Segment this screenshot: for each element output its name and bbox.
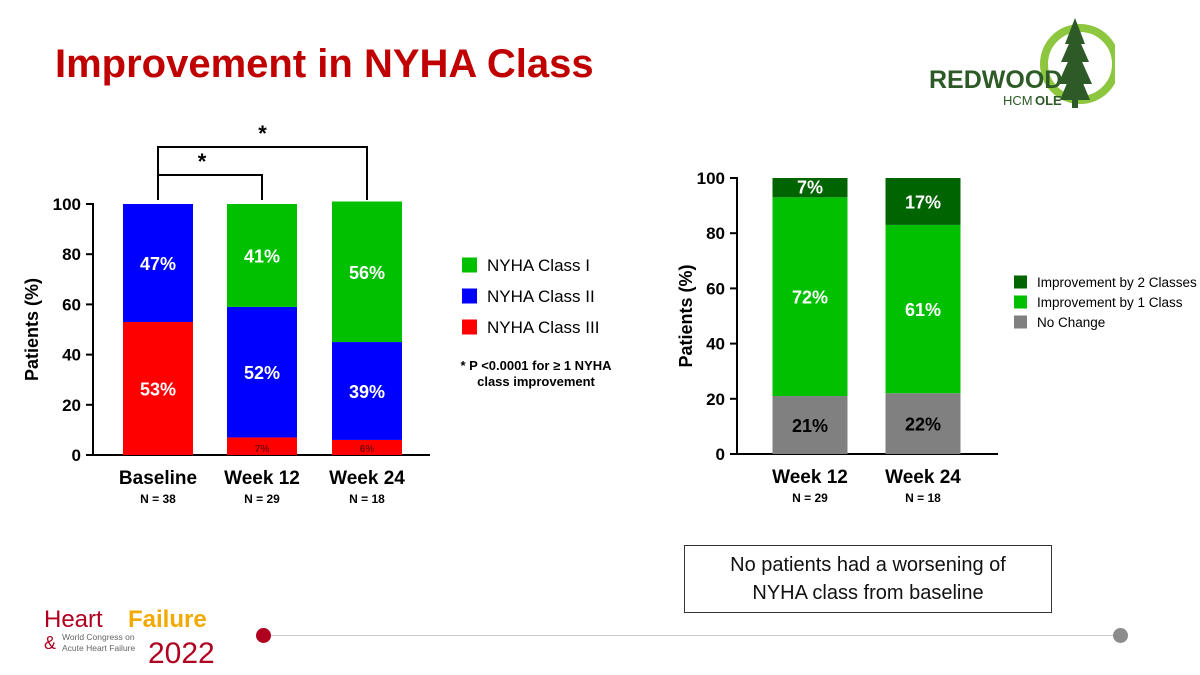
y-tick-label: 0 <box>72 446 81 465</box>
legend-swatch <box>1014 295 1027 309</box>
significance-bracket <box>157 174 263 200</box>
footer-dot-red <box>256 628 271 643</box>
legend-label: Improvement by 2 Classes <box>1037 275 1197 290</box>
footer-dot-gray <box>1113 628 1128 643</box>
bar-segment <box>772 396 848 454</box>
significance-marker: * <box>258 121 267 146</box>
legend-label: Improvement by 1 Class <box>1037 295 1183 310</box>
heart-failure-2022-logo: Heart Failure & World Congress on Acute … <box>44 606 215 667</box>
bar-segment <box>227 437 297 455</box>
x-tick-label: Week 24 <box>885 467 961 488</box>
no-worsening-callout: No patients had a worsening of NYHA clas… <box>684 545 1052 613</box>
bar-segment <box>332 201 402 343</box>
logo-sub-light: HCM <box>1003 93 1033 108</box>
legend-label: NYHA Class I <box>487 256 590 275</box>
y-tick-label: 20 <box>62 396 81 415</box>
redwood-logo: REDWOOD HCM OLE <box>929 18 1115 108</box>
legend-label: No Change <box>1037 315 1105 330</box>
conf-heart: Heart <box>44 606 103 633</box>
y-tick-label: 40 <box>706 335 725 354</box>
conf-line3: Acute Heart Failure <box>62 643 135 653</box>
x-tick-label: Week 24 <box>329 468 405 489</box>
legend-label: NYHA Class III <box>487 318 599 337</box>
significance-bracket <box>157 146 368 200</box>
bar-data-label: 47% <box>140 254 176 274</box>
y-tick-label: 20 <box>706 390 725 409</box>
bar-segment <box>123 204 193 322</box>
bar-segment <box>885 393 961 454</box>
bar-data-label: 21% <box>792 416 828 436</box>
bar-data-label: 53% <box>140 379 176 399</box>
nyha-class-chart: 0 20 40 60 80 100 Patients (%) 53% 47% Baseline N … <box>22 121 599 506</box>
bar-segment <box>885 224 961 394</box>
x-tick-label: Week 12 <box>224 468 300 489</box>
bar-segment <box>332 342 402 440</box>
legend-label: NYHA Class II <box>487 287 595 306</box>
bar-segment <box>772 178 848 198</box>
bar-data-label: 39% <box>349 382 385 402</box>
bar-segment <box>885 178 961 225</box>
significance-marker: * <box>198 149 207 174</box>
bar-data-label: 7% <box>797 178 823 198</box>
bar-segment <box>123 321 193 455</box>
sample-size-label: N = 38 <box>140 492 176 506</box>
legend-swatch <box>462 257 477 273</box>
sample-size-label: N = 29 <box>244 492 280 506</box>
bar-data-label: 52% <box>244 363 280 383</box>
y-tick-label: 100 <box>697 169 725 188</box>
logo-brand: REDWOOD <box>929 66 1062 94</box>
y-tick-label: 80 <box>706 224 725 243</box>
x-tick-label: Baseline <box>119 468 197 489</box>
conf-failure: Failure <box>128 606 207 633</box>
bar-data-label: 17% <box>905 192 941 212</box>
sample-size-label: N = 29 <box>792 491 828 505</box>
bar-data-label: 56% <box>349 263 385 283</box>
logo-sub-bold: OLE <box>1035 93 1062 108</box>
bar-segment <box>227 204 297 307</box>
bar-segment <box>772 197 848 397</box>
footer-line <box>268 635 1120 636</box>
nyha-improvement-chart: 0 20 40 60 80 100 Patients (%) 21% 72% 7% Week 12 N… <box>676 169 1197 505</box>
conf-line2: World Congress on <box>62 632 135 642</box>
y-tick-label: 60 <box>706 279 725 298</box>
y-axis-label: Patients (%) <box>676 264 696 367</box>
bar-data-label: 61% <box>905 300 941 320</box>
significance-note: * P <0.0001 for ≥ 1 NYHA class improveme… <box>460 358 612 389</box>
legend-swatch <box>1014 315 1027 329</box>
y-tick-label: 80 <box>62 245 81 264</box>
bar-data-label: 22% <box>905 415 941 435</box>
y-axis-label: Patients (%) <box>22 278 42 381</box>
y-tick-label: 60 <box>62 295 81 314</box>
y-tick-label: 100 <box>53 195 81 214</box>
bar-segment <box>332 439 402 455</box>
redwood-tree-icon <box>1058 18 1092 108</box>
bar-segment <box>227 306 297 438</box>
sample-size-label: N = 18 <box>905 491 941 505</box>
page-title: Improvement in NYHA Class <box>55 42 594 86</box>
conf-year: 2022 <box>148 637 215 667</box>
y-tick-label: 40 <box>62 346 81 365</box>
conf-ampersand: & <box>44 633 56 653</box>
legend-swatch <box>462 288 477 304</box>
x-tick-label: Week 12 <box>772 467 848 488</box>
legend-swatch <box>1014 275 1027 289</box>
legend-swatch <box>462 319 477 335</box>
bar-data-label: 41% <box>244 246 280 266</box>
sample-size-label: N = 18 <box>349 492 385 506</box>
y-tick-label: 0 <box>716 445 725 464</box>
bar-data-label: 6% <box>360 444 375 455</box>
bar-data-label: 7% <box>255 444 270 455</box>
bar-data-label: 72% <box>792 288 828 308</box>
